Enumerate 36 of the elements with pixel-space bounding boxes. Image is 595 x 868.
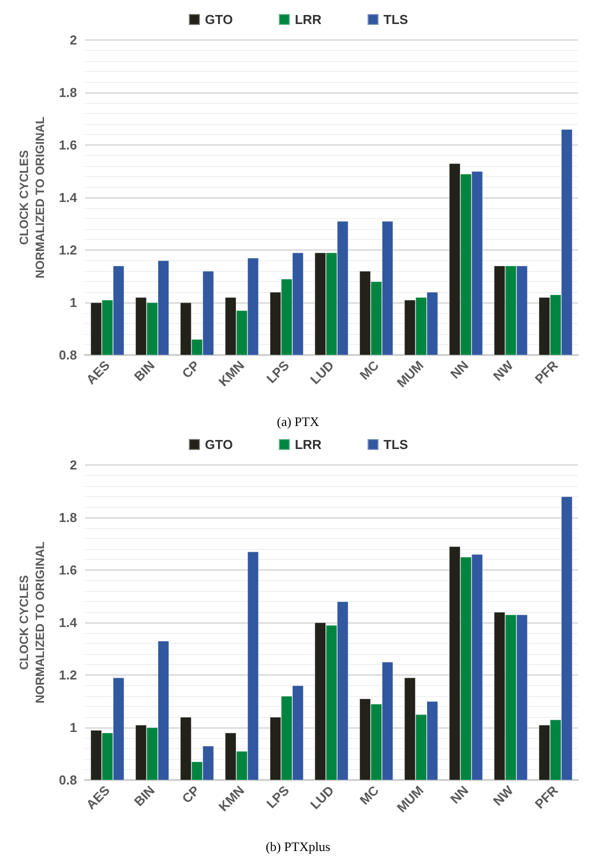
y-tick-label: 2 [70, 32, 77, 48]
y-tick-label: 2 [70, 458, 77, 472]
y-tick-label: 1.2 [58, 668, 77, 682]
y-tick-label: 1.2 [58, 242, 77, 258]
x-tick-label: LPS [263, 782, 292, 812]
legend-label: GTO [204, 12, 233, 27]
y-tick-label: 1.4 [58, 190, 78, 205]
y-tick-label: 0.8 [58, 348, 77, 362]
x-tick-label: MC [356, 357, 382, 383]
y-tick-label: 1.8 [58, 85, 77, 100]
y-axis-title: CLOCK CYCLES NORMALIZED TO ORIGINAL [17, 542, 47, 704]
x-tick-label: NN [447, 358, 472, 382]
legend-label: LRR [294, 437, 322, 452]
x-tick-label: BIN [131, 358, 158, 384]
legend-label: TLS [384, 12, 408, 27]
text: (a) PTX [276, 414, 320, 429]
legend-label: LRR [294, 12, 322, 27]
y-tick-label: 1.8 [58, 510, 77, 525]
x-tick-label: NN [447, 782, 472, 807]
y-tick-label: 1.4 [58, 615, 78, 630]
x-tick-label: NW [490, 357, 517, 384]
y-axis-title: CLOCK CYCLES NORMALIZED TO ORIGINAL [17, 116, 47, 278]
x-tick-label: BIN [131, 782, 158, 810]
y-tick-label: 1.6 [58, 562, 77, 578]
x-tick-label: CP [178, 782, 203, 806]
legend-label: GTO [204, 437, 233, 452]
y-tick-label: 1 [70, 295, 77, 310]
legend-label: TLS [384, 437, 408, 452]
y-tick-label: 0.8 [58, 772, 77, 788]
y-tick-label: 1 [70, 720, 77, 735]
x-tick-label: CP [178, 357, 203, 382]
x-tick-label: NW [490, 782, 517, 809]
x-tick-label: MC [356, 782, 382, 808]
x-tick-label: LPS [263, 357, 292, 386]
text: (b) PTXplus [266, 839, 330, 854]
y-tick-label: 1.6 [58, 138, 77, 152]
